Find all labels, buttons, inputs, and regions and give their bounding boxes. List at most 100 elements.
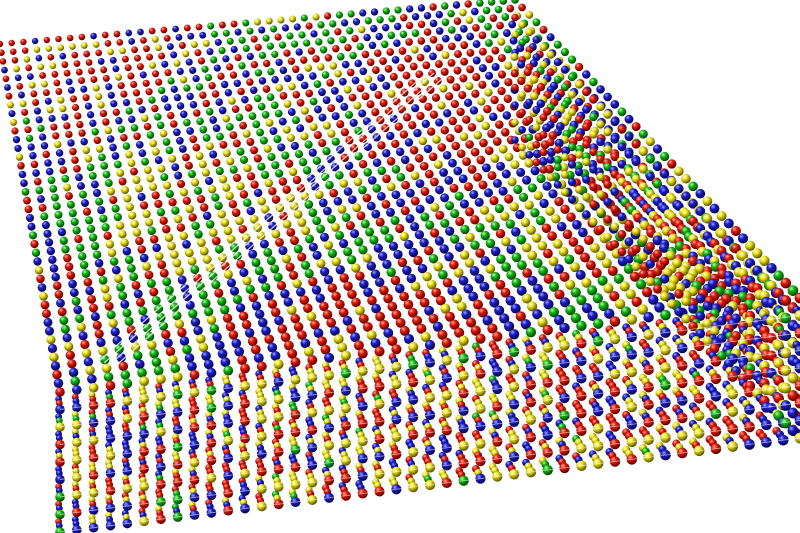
atom-red bbox=[230, 20, 238, 28]
atom-red bbox=[135, 97, 143, 105]
atom-red bbox=[407, 307, 418, 318]
atom-red bbox=[89, 303, 98, 313]
atom-blue bbox=[111, 152, 120, 160]
atom-red bbox=[399, 130, 409, 139]
atom-yellow bbox=[567, 90, 577, 99]
atom-red bbox=[414, 154, 424, 163]
atom-red bbox=[400, 206, 410, 216]
atom-red bbox=[116, 39, 124, 46]
atom-green bbox=[81, 269, 91, 278]
atom-blue bbox=[587, 310, 598, 321]
atom-green bbox=[532, 258, 543, 269]
atom-red bbox=[416, 323, 427, 334]
atom-red bbox=[160, 26, 168, 34]
atom-blue bbox=[192, 74, 200, 83]
atom-yellow bbox=[46, 335, 56, 345]
atom-blue bbox=[631, 157, 641, 167]
atom-green bbox=[354, 237, 364, 247]
atom-red bbox=[229, 131, 238, 140]
atom-blue bbox=[333, 196, 343, 206]
atom-green bbox=[553, 163, 562, 172]
atom-blue bbox=[443, 109, 452, 118]
atom-red bbox=[132, 89, 141, 97]
atom-blue bbox=[491, 79, 500, 88]
atom-yellow bbox=[69, 43, 76, 50]
atom-red bbox=[412, 315, 423, 326]
atom-yellow bbox=[120, 238, 129, 247]
atom-blue bbox=[93, 189, 101, 197]
atom-yellow bbox=[521, 293, 532, 304]
atom-blue bbox=[61, 113, 69, 121]
atom-yellow bbox=[312, 13, 320, 21]
atom-green bbox=[156, 312, 166, 323]
atom-red bbox=[73, 164, 81, 173]
atom-blue bbox=[179, 336, 190, 346]
atom-yellow bbox=[601, 258, 612, 269]
atom-red bbox=[466, 48, 475, 57]
atom-blue bbox=[396, 198, 406, 208]
atom-blue bbox=[67, 86, 75, 94]
atom-yellow bbox=[264, 178, 273, 188]
atom-red bbox=[497, 70, 507, 79]
atom-blue bbox=[12, 136, 21, 144]
atom-blue bbox=[411, 104, 420, 113]
atom-red bbox=[584, 235, 594, 246]
atom-yellow bbox=[9, 118, 18, 126]
atom-blue bbox=[442, 150, 452, 160]
atom-red bbox=[355, 271, 365, 281]
atom-blue bbox=[370, 24, 378, 33]
atom-green bbox=[487, 0, 496, 6]
atom-blue bbox=[423, 11, 432, 20]
atom-red bbox=[617, 247, 627, 257]
atom-yellow bbox=[185, 204, 194, 214]
atom-red bbox=[554, 289, 565, 300]
atom-yellow bbox=[152, 147, 160, 156]
atom-green bbox=[349, 51, 357, 60]
atom-blue bbox=[359, 67, 368, 76]
atom-red bbox=[290, 313, 301, 324]
atom-blue bbox=[218, 106, 227, 115]
atom-green bbox=[146, 279, 156, 288]
atom-yellow bbox=[107, 187, 115, 196]
atom-blue bbox=[453, 166, 463, 176]
atom-yellow bbox=[637, 304, 648, 315]
atom-green bbox=[420, 212, 430, 222]
atom-red bbox=[55, 387, 65, 397]
atom-green bbox=[617, 107, 627, 117]
atom-blue bbox=[358, 109, 367, 118]
atom-blue bbox=[163, 338, 173, 348]
atom-yellow bbox=[179, 76, 188, 84]
plane-line bbox=[103, 72, 435, 364]
atom-green bbox=[266, 256, 276, 266]
atom-yellow bbox=[645, 276, 655, 287]
atom-yellow bbox=[220, 218, 230, 227]
atom-blue bbox=[267, 342, 278, 353]
atom-green bbox=[517, 260, 527, 270]
atom-red bbox=[391, 344, 402, 355]
atom-blue bbox=[658, 242, 670, 253]
atom-yellow bbox=[702, 318, 713, 329]
atom-blue bbox=[329, 326, 340, 336]
atom-blue bbox=[688, 304, 698, 314]
atom-red bbox=[496, 103, 505, 113]
atom-blue bbox=[173, 128, 181, 137]
atom-yellow bbox=[574, 80, 584, 89]
atom-green bbox=[258, 51, 267, 60]
atom-red bbox=[136, 63, 144, 71]
atom-red bbox=[42, 309, 51, 319]
atom-green bbox=[191, 221, 200, 231]
atom-yellow bbox=[300, 132, 309, 141]
atom-yellow bbox=[164, 233, 174, 242]
atom-green bbox=[304, 268, 314, 279]
atom-blue bbox=[382, 149, 391, 158]
atom-red bbox=[254, 43, 262, 51]
atom-green bbox=[195, 281, 205, 292]
atom-blue bbox=[215, 98, 223, 106]
atom-red bbox=[74, 112, 82, 120]
atom-yellow bbox=[119, 47, 127, 55]
atom-green bbox=[347, 10, 355, 18]
atom-green bbox=[225, 123, 234, 131]
atom-green bbox=[570, 312, 582, 324]
atom-red bbox=[32, 98, 40, 107]
atom-blue bbox=[499, 313, 510, 324]
